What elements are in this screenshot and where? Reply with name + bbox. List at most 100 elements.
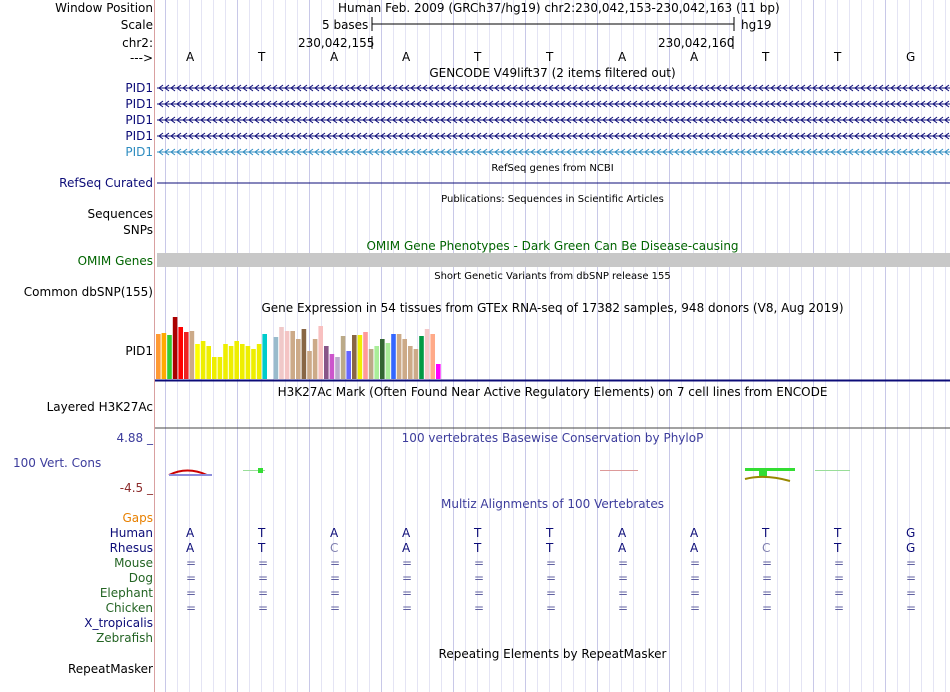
strand-chevron	[392, 116, 398, 124]
strand-chevron	[440, 116, 446, 124]
h3k27ac-track-title[interactable]: H3K27Ac Mark (Often Found Near Active Re…	[277, 385, 828, 399]
gencode-features[interactable]	[155, 78, 950, 160]
multiz-base: =	[618, 571, 629, 585]
strand-chevron	[314, 148, 320, 156]
strand-chevron	[476, 84, 482, 92]
strand-chevron	[506, 116, 512, 124]
repeatmasker-track-title[interactable]: Repeating Elements by RepeatMasker	[438, 647, 667, 661]
strand-chevron	[578, 116, 584, 124]
strand-chevron	[266, 84, 272, 92]
strand-chevron	[314, 84, 320, 92]
gtex-tissue-bar	[307, 351, 312, 379]
multiz-base: =	[474, 601, 485, 615]
gtex-tissue-bar	[346, 351, 351, 379]
strand-chevron	[338, 84, 344, 92]
strand-chevron	[650, 84, 656, 92]
strand-chevron	[812, 148, 818, 156]
omim-gene-bar[interactable]	[157, 253, 950, 267]
strand-chevron	[842, 132, 848, 140]
strand-chevron	[800, 148, 806, 156]
strand-chevron	[938, 84, 944, 92]
strand-chevron	[392, 148, 398, 156]
multiz-species-label[interactable]: Mouse	[114, 556, 153, 570]
strand-chevron	[626, 132, 632, 140]
strand-chevron	[914, 100, 920, 108]
strand-chevron	[410, 132, 416, 140]
gencode-item-label[interactable]: PID1	[125, 129, 153, 143]
strand-chevron	[536, 84, 542, 92]
strand-chevron	[206, 116, 212, 124]
multiz-species-label[interactable]: Chicken	[105, 601, 153, 615]
strand-chevron	[518, 148, 524, 156]
refseq-track-title[interactable]: RefSeq genes from NCBI	[491, 163, 614, 174]
strand-chevron	[476, 132, 482, 140]
strand-chevron	[644, 84, 650, 92]
strand-chevron	[242, 132, 248, 140]
pubs-snps-label[interactable]: SNPs	[123, 223, 153, 237]
multiz-species-label[interactable]: Human	[109, 526, 153, 540]
gtex-tissue-bar	[195, 344, 200, 379]
cons-track-title[interactable]: 100 vertebrates Basewise Conservation by…	[401, 431, 704, 445]
refseq-feature-line[interactable]	[155, 182, 950, 184]
gtex-bar-chart[interactable]	[155, 314, 950, 382]
strand-chevron	[422, 100, 428, 108]
strand-chevron	[584, 84, 590, 92]
strand-chevron	[728, 148, 734, 156]
strand-chevron	[542, 148, 548, 156]
multiz-species-label[interactable]: Dog	[128, 571, 153, 585]
strand-chevron	[278, 132, 284, 140]
strand-chevron	[752, 132, 758, 140]
pubs-sequences-label[interactable]: Sequences	[87, 207, 153, 221]
cons-wiggle[interactable]	[155, 462, 950, 490]
multiz-species-label[interactable]: Elephant	[99, 586, 153, 600]
dbsnp-track-title[interactable]: Short Genetic Variants from dbSNP releas…	[434, 271, 671, 282]
strand-chevron	[176, 116, 182, 124]
gencode-item-label[interactable]: PID1	[125, 145, 153, 159]
gtex-track-label[interactable]: PID1	[125, 344, 153, 358]
refseq-track-label[interactable]: RefSeq Curated	[59, 176, 153, 190]
multiz-species-label[interactable]: X_tropicalis	[84, 616, 153, 630]
h3k27ac-track-label[interactable]: Layered H3K27Ac	[46, 400, 153, 414]
gtex-track-title[interactable]: Gene Expression in 54 tissues from GTEx …	[261, 301, 844, 315]
cons-track-label[interactable]: 100 Vert. Cons	[13, 456, 102, 470]
multiz-track-title[interactable]: Multiz Alignments of 100 Vertebrates	[440, 497, 665, 511]
omim-track-title[interactable]: OMIM Gene Phenotypes - Dark Green Can Be…	[366, 239, 739, 253]
gtex-tissue-bar	[206, 346, 211, 379]
gtex-tissue-bar	[380, 339, 385, 379]
strand-chevron	[620, 148, 626, 156]
gencode-track-title[interactable]: GENCODE V49lift37 (2 items filtered out)	[429, 66, 676, 80]
strand-chevron	[158, 100, 164, 108]
multiz-base: =	[474, 586, 485, 600]
multiz-base: =	[762, 571, 773, 585]
strand-chevron	[386, 100, 392, 108]
strand-chevron	[824, 84, 830, 92]
pubs-track-title[interactable]: Publications: Sequences in Scientific Ar…	[441, 194, 664, 205]
gencode-item-label[interactable]: PID1	[125, 113, 153, 127]
omim-track-label[interactable]: OMIM Genes	[77, 254, 153, 268]
strand-chevron	[314, 100, 320, 108]
strand-chevron	[512, 116, 518, 124]
strand-chevron	[464, 100, 470, 108]
gtex-tissue-bar	[245, 346, 251, 379]
strand-chevron	[560, 116, 566, 124]
dbsnp-track-label[interactable]: Common dbSNP(155)	[23, 285, 153, 299]
strand-chevron	[542, 132, 548, 140]
gencode-item-label[interactable]: PID1	[125, 97, 153, 111]
multiz-species-label[interactable]: Rhesus	[109, 541, 153, 555]
multiz-species-label[interactable]: Zebrafish	[96, 631, 153, 645]
strand-chevron	[806, 84, 812, 92]
strand-chevron	[368, 116, 374, 124]
strand-chevron	[212, 132, 218, 140]
strand-chevron	[326, 148, 332, 156]
gencode-item-label[interactable]: PID1	[125, 81, 153, 95]
cons-min-label: -4.5 _	[119, 481, 153, 495]
strand-chevron	[734, 84, 740, 92]
strand-chevron	[230, 100, 236, 108]
strand-chevron	[626, 84, 632, 92]
multiz-base: T	[834, 526, 842, 540]
strand-chevron	[752, 84, 758, 92]
strand-chevron	[602, 100, 608, 108]
gtex-tissue-bar	[312, 339, 318, 379]
strand-chevron	[278, 148, 284, 156]
repeatmasker-track-label[interactable]: RepeatMasker	[67, 662, 153, 676]
